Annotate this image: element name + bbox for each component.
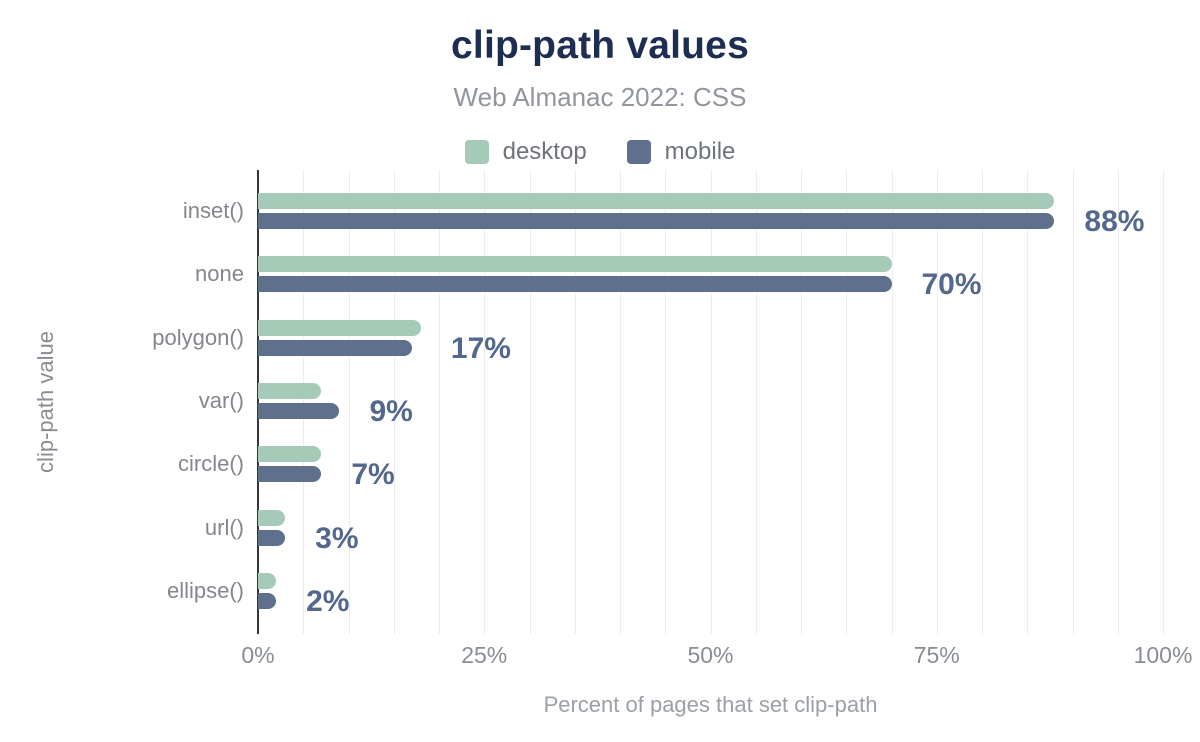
gridline [710,170,712,634]
plot-area: inset() 88% none 70% polygon() 17% var() 9% circ… [152,170,1164,634]
gridline [348,170,350,634]
desktop-bar [258,573,277,590]
category-label: none [195,261,244,287]
value-label: 70% [921,268,982,302]
gridline [936,170,938,634]
gridline [1027,170,1029,634]
gridline [529,170,531,634]
desktop-bar [258,193,1055,209]
x-axis-title: Percent of pages that set clip-path [543,692,878,717]
value-label: 88% [1084,205,1145,238]
category-label: circle() [178,451,244,477]
legend-item-mobile: mobile [626,138,736,166]
value-label: 9% [369,395,413,429]
x-axis-ticks: 0% 25% 50% 75% 100% [241,642,1192,672]
gridline [891,170,893,634]
desktop-bar [258,446,322,463]
gridline [303,170,305,634]
gridline [1117,170,1119,634]
x-tick-label: 100% [1133,642,1193,668]
y-axis-line [257,170,259,634]
category-label: var() [198,388,244,414]
x-tick-label: 0% [241,642,275,668]
gridline [393,170,395,634]
mobile-bar [258,403,340,420]
value-label: 7% [351,458,395,492]
x-tick-label: 25% [461,642,508,668]
gridline [755,170,757,634]
gridline [620,170,621,634]
chart-subtitle: Web Almanac 2022: CSS [453,82,747,112]
x-tick-label: 75% [913,642,960,668]
desktop-bar [258,319,421,336]
gridline [801,170,802,634]
desktop-bar [258,256,892,273]
category-label: polygon() [152,324,244,350]
desktop-swatch-icon [464,140,489,164]
mobile-bar [258,466,322,483]
value-label: 3% [315,521,359,555]
y-axis-title: clip-path value [33,331,58,473]
gridline [982,170,983,634]
mobile-bar [258,276,892,293]
desktop-bar [258,383,322,400]
value-label: 17% [450,331,511,365]
legend-label-desktop: desktop [502,138,587,165]
category-label: url() [204,514,244,540]
legend-label-mobile: mobile [664,138,736,165]
gridline [1163,170,1164,634]
gridline [484,170,486,634]
chart-title: clip-path values [451,24,749,67]
gridline [846,170,848,634]
gridline [574,170,576,634]
legend: desktop mobile [0,138,1200,166]
mobile-bar [258,213,1055,229]
legend-item-desktop: desktop [464,138,587,166]
category-label: inset() [182,198,244,223]
gridline [665,170,667,634]
mobile-swatch-icon [626,140,651,164]
mobile-bar [258,593,277,610]
category-label: ellipse() [166,578,244,604]
gridline [1072,170,1074,634]
mobile-bar [258,529,286,546]
gridline [439,170,440,634]
value-label: 2% [306,585,350,619]
desktop-bar [258,509,286,526]
x-tick-label: 50% [687,642,734,668]
mobile-bar [258,339,412,356]
